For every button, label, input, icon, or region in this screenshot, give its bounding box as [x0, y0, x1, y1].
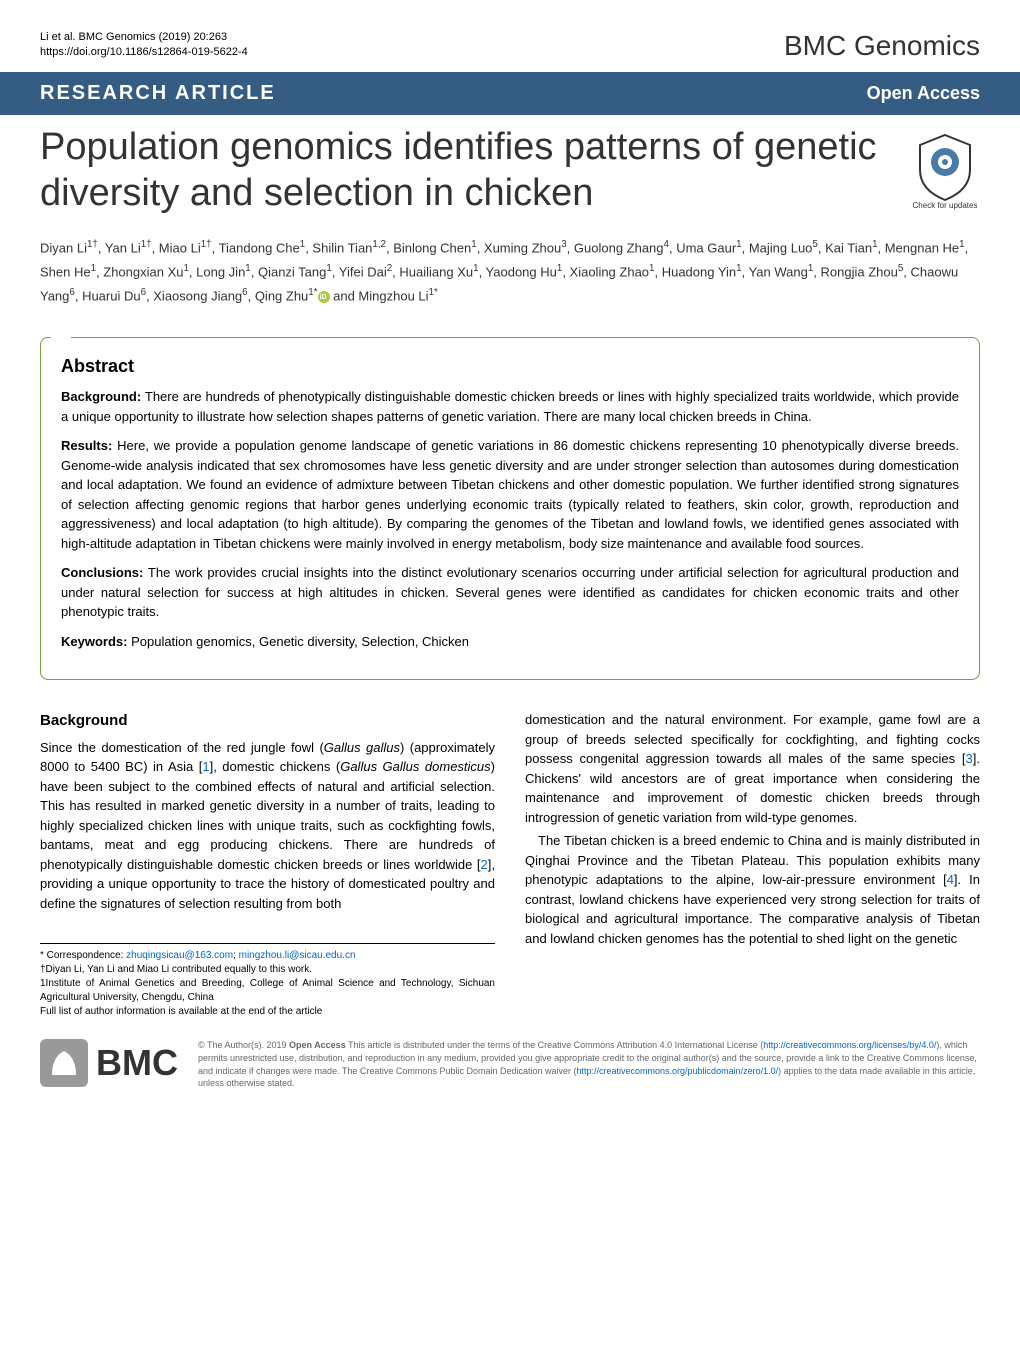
- email-link-1[interactable]: zhuqingsicau@163.com: [126, 950, 233, 961]
- citation-line1: Li et al. BMC Genomics (2019) 20:263: [40, 30, 248, 45]
- results-label: Results:: [61, 438, 112, 453]
- abstract-results: Results: Here, we provide a population g…: [61, 436, 959, 553]
- authors-list: Diyan Li1†, Yan Li1†, Miao Li1†, Tiandon…: [0, 226, 1020, 317]
- body-paragraph-3: The Tibetan chicken is a breed endemic t…: [525, 831, 980, 948]
- license-footer: BMC © The Author(s). 2019 Open Access Th…: [0, 1029, 1020, 1119]
- correspondence-line: * Correspondence: zhuqingsicau@163.com; …: [40, 949, 495, 963]
- bmc-text: BMC: [96, 1042, 178, 1084]
- affiliation-note: 1Institute of Animal Genetics and Breedi…: [40, 977, 495, 1005]
- ref-link-3[interactable]: 3: [966, 751, 973, 766]
- abstract-box: Abstract Background: There are hundreds …: [40, 337, 980, 680]
- ref-link-4[interactable]: 4: [947, 872, 954, 887]
- keywords-label: Keywords:: [61, 634, 127, 649]
- orcid-icon: [318, 291, 330, 303]
- results-text: Here, we provide a population genome lan…: [61, 438, 959, 551]
- background-text: There are hundreds of phenotypically dis…: [61, 389, 959, 424]
- crossmark-badge[interactable]: Check for updates: [910, 130, 980, 215]
- left-column: Background Since the domestication of th…: [40, 710, 495, 1019]
- header-top: Li et al. BMC Genomics (2019) 20:263 htt…: [0, 0, 1020, 72]
- correspondence-block: * Correspondence: zhuqingsicau@163.com; …: [40, 943, 495, 1019]
- keywords-text: Population genomics, Genetic diversity, …: [127, 634, 469, 649]
- article-title: Population genomics identifies patterns …: [40, 125, 890, 216]
- open-access-label: Open Access: [867, 83, 980, 104]
- abstract-conclusions: Conclusions: The work provides crucial i…: [61, 563, 959, 622]
- background-label: Background:: [61, 389, 141, 404]
- abstract-keywords: Keywords: Population genomics, Genetic d…: [61, 632, 959, 652]
- article-type: RESEARCH ARTICLE: [40, 82, 276, 105]
- license-link-1[interactable]: http://creativecommons.org/licenses/by/4…: [763, 1040, 936, 1050]
- ref-link-1[interactable]: 1: [202, 759, 209, 774]
- right-column: domestication and the natural environmen…: [525, 710, 980, 1019]
- background-section-heading: Background: [40, 710, 495, 733]
- main-content: Background Since the domestication of th…: [0, 700, 1020, 1029]
- bmc-logo: BMC: [40, 1039, 178, 1087]
- conclusions-label: Conclusions:: [61, 565, 143, 580]
- contribution-note: †Diyan Li, Yan Li and Miao Li contribute…: [40, 963, 495, 977]
- article-banner: RESEARCH ARTICLE Open Access: [0, 72, 1020, 115]
- license-link-2[interactable]: http://creativecommons.org/publicdomain/…: [577, 1066, 779, 1076]
- author-info-note: Full list of author information is avail…: [40, 1005, 495, 1019]
- conclusions-text: The work provides crucial insights into …: [61, 565, 959, 619]
- citation-line2: https://doi.org/10.1186/s12864-019-5622-…: [40, 45, 248, 60]
- body-paragraph-1: Since the domestication of the red jungl…: [40, 738, 495, 914]
- license-text: © The Author(s). 2019 Open Access This a…: [198, 1039, 980, 1089]
- journal-name: BMC Genomics: [784, 30, 980, 62]
- title-section: Population genomics identifies patterns …: [0, 115, 1020, 226]
- bmc-mark-icon: [40, 1039, 88, 1087]
- citation-block: Li et al. BMC Genomics (2019) 20:263 htt…: [40, 30, 248, 61]
- ref-link-2[interactable]: 2: [481, 857, 488, 872]
- email-link-2[interactable]: mingzhou.li@sicau.edu.cn: [239, 950, 356, 961]
- svg-text:Check for updates: Check for updates: [913, 201, 978, 210]
- body-paragraph-2: domestication and the natural environmen…: [525, 710, 980, 827]
- abstract-background: Background: There are hundreds of phenot…: [61, 387, 959, 426]
- abstract-heading: Abstract: [61, 356, 959, 377]
